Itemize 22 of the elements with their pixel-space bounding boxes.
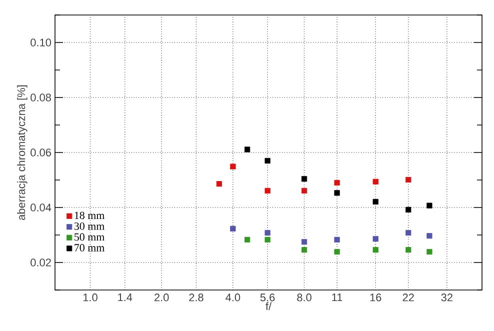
legend-label: 30 mm: [74, 222, 104, 230]
y-tick-label: 0.10: [30, 38, 52, 46]
x-axis-title: f/: [266, 302, 272, 310]
x-tick-label: 11: [332, 294, 342, 302]
x-tick-label: 2.0: [154, 294, 169, 302]
y-tick-label: 0.08: [30, 94, 51, 102]
x-tick-label: 22: [402, 294, 414, 302]
legend-label: 50 mm: [74, 233, 104, 241]
x-tick-label: 1.0: [83, 294, 98, 302]
x-tick-label: 2.8: [189, 294, 204, 302]
y-tick-label: 0.06: [30, 148, 51, 156]
y-tick-label: 0.02: [30, 258, 51, 266]
y-tick-label: 0.04: [30, 204, 52, 212]
x-tick-label: 5.6: [260, 294, 275, 302]
legend-label: 18 mm: [74, 212, 104, 220]
y-axis-title: aberracja chromatyczna [%]: [17, 85, 28, 220]
x-tick-label: 16: [370, 294, 382, 302]
x-tick-label: 8.0: [297, 294, 312, 302]
x-tick-label: 32: [441, 294, 452, 302]
x-tick-label: 4.0: [226, 294, 240, 302]
legend-label: 70 mm: [74, 244, 104, 252]
x-tick-label: 1.4: [118, 294, 132, 302]
